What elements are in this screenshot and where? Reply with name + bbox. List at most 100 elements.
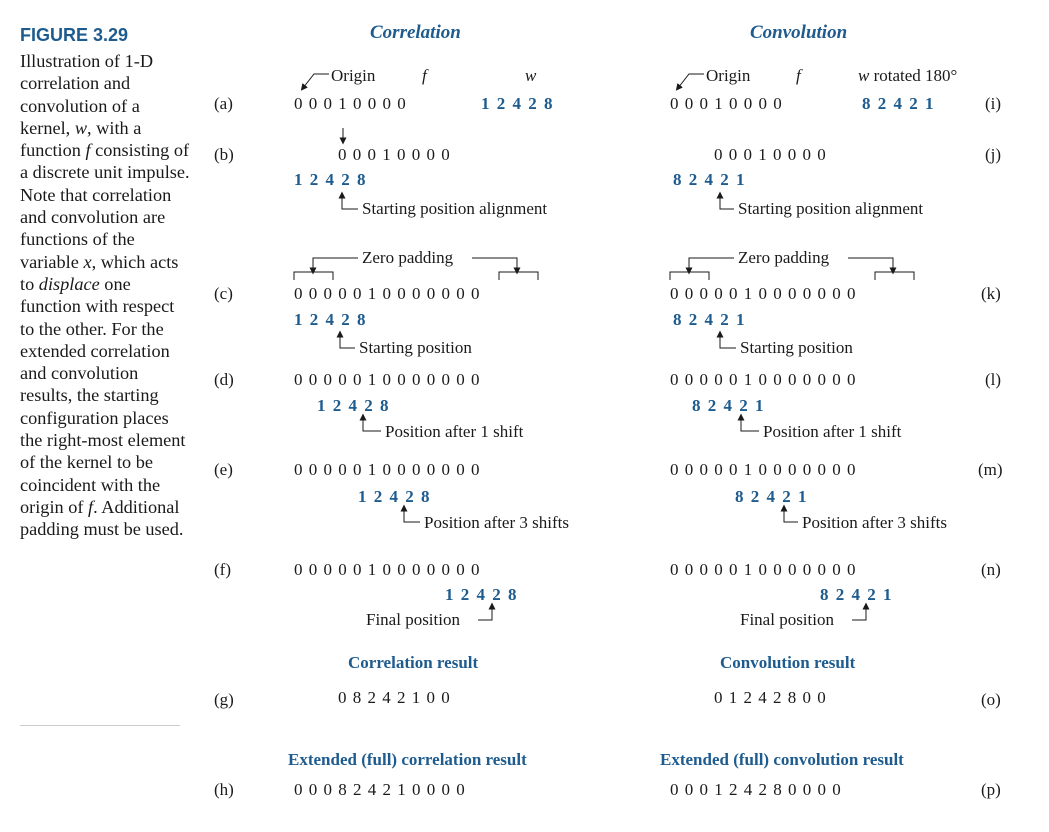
zero-padding-line-right-k <box>848 257 897 275</box>
correlation-result-title: Correlation result <box>348 653 479 672</box>
label-start-align-j: Starting position alignment <box>738 199 924 218</box>
row-label-l: (l) <box>985 370 1002 389</box>
full-correlation-title: Extended (full) correlation result <box>288 750 527 769</box>
header-correlation: Correlation <box>370 22 461 43</box>
after3-arrow-m <box>780 504 798 523</box>
label-final-f: Final position <box>366 610 460 629</box>
sequence-f-n: 0 0 0 0 0 1 0 0 0 0 0 0 0 <box>670 560 856 579</box>
row-label-p: (p) <box>981 780 1001 799</box>
kernel-rot-n: 8 2 4 2 1 <box>820 585 892 604</box>
sequence-f-e: 0 0 0 0 0 1 0 0 0 0 0 0 0 <box>294 460 480 479</box>
row-label-f: (f) <box>214 560 231 579</box>
kernel-w-c: 1 2 4 2 8 <box>294 310 366 329</box>
row-label-i: (i) <box>985 94 1002 113</box>
kernel-rot-k: 8 2 4 2 1 <box>673 310 745 329</box>
row-label-e: (e) <box>214 460 233 479</box>
label-after1-l: Position after 1 shift <box>763 422 902 441</box>
header-convolution: Convolution <box>750 22 848 43</box>
label-start-pos-c: Starting position <box>359 338 472 357</box>
kernel-rot-j: 8 2 4 2 1 <box>673 170 745 189</box>
convolution-result-title: Convolution result <box>720 653 856 672</box>
final-arrow-f <box>478 602 496 621</box>
kernel-w-a: 1 2 4 2 8 <box>481 94 553 113</box>
bracket-right-c <box>498 271 539 280</box>
origin-arrow-i <box>675 73 704 91</box>
label-w-rotated-i: w rotated 180° <box>858 66 957 86</box>
row-label-n: (n) <box>981 560 1001 579</box>
caption-text-4: , which acts to <box>20 251 179 294</box>
kernel-rot-m: 8 2 4 2 1 <box>735 487 807 506</box>
row-label-a: (a) <box>214 94 233 113</box>
kernel-w-f: 1 2 4 2 8 <box>445 585 517 604</box>
sequence-f-f: 0 0 0 0 0 1 0 0 0 0 0 0 0 <box>294 560 480 579</box>
row-label-b: (b) <box>214 145 234 164</box>
caption-f2: f <box>88 496 94 517</box>
label-w-rot-suffix: rotated 180° <box>869 66 958 85</box>
sequence-f-k: 0 0 0 0 0 1 0 0 0 0 0 0 0 <box>670 284 856 303</box>
label-final-n: Final position <box>740 610 834 629</box>
caption-x: x <box>83 251 92 272</box>
full-convolution-result: 0 0 0 1 2 4 2 8 0 0 0 0 <box>670 780 841 799</box>
label-after3-m: Position after 3 shifts <box>802 513 947 532</box>
kernel-w-e: 1 2 4 2 8 <box>358 487 430 506</box>
row-label-k: (k) <box>981 284 1001 303</box>
label-f-i: f <box>796 66 801 85</box>
label-origin-i: Origin <box>706 66 751 85</box>
label-w-rot: w <box>858 66 870 85</box>
sequence-f-i: 0 0 0 1 0 0 0 0 <box>670 94 782 113</box>
kernel-w-d: 1 2 4 2 8 <box>317 396 389 415</box>
after1-arrow-d <box>359 413 381 432</box>
after1-arrow-l <box>737 413 759 432</box>
kernel-rot-i: 8 2 4 2 1 <box>862 94 934 113</box>
kernel-w-b: 1 2 4 2 8 <box>294 170 366 189</box>
label-zero-padding-c: Zero padding <box>362 248 454 267</box>
start-align-arrow-j <box>716 191 734 210</box>
figure-caption: Illustration of 1-D correlation and conv… <box>20 50 190 541</box>
bracket-left-k <box>669 271 710 280</box>
sequence-f-j: 0 0 0 1 0 0 0 0 <box>714 145 826 164</box>
correlation-result: 0 8 2 4 2 1 0 0 <box>338 688 450 707</box>
label-zero-padding-k: Zero padding <box>738 248 830 267</box>
start-pos-arrow-k <box>716 330 736 349</box>
bracket-right-k <box>874 271 915 280</box>
full-convolution-title: Extended (full) convolution result <box>660 750 904 769</box>
sequence-f-c: 0 0 0 0 0 1 0 0 0 0 0 0 0 <box>294 284 480 303</box>
caption-text-6: . Additional padding must be used. <box>20 496 184 540</box>
label-start-align-b: Starting position alignment <box>362 199 548 218</box>
row-label-o: (o) <box>981 690 1001 709</box>
row-label-h: (h) <box>214 780 234 799</box>
row-label-j: (j) <box>985 145 1002 164</box>
start-pos-arrow-c <box>336 330 355 349</box>
row-label-m: (m) <box>978 460 1003 479</box>
sequence-f-a: 0 0 0 1 0 0 0 0 <box>294 94 406 113</box>
row-label-g: (g) <box>214 690 234 709</box>
caption-displace: displace <box>38 273 100 294</box>
figure-title: FIGURE 3.29 <box>20 25 129 45</box>
origin-arrow-a <box>300 73 329 91</box>
row-label-d: (d) <box>214 370 234 389</box>
zero-padding-line-left-c <box>309 257 358 275</box>
zero-padding-line-left-k <box>685 257 734 275</box>
label-f-a: f <box>422 66 427 85</box>
label-start-pos-k: Starting position <box>740 338 853 357</box>
kernel-rot-l: 8 2 4 2 1 <box>692 396 764 415</box>
label-after1-d: Position after 1 shift <box>385 422 524 441</box>
bracket-left-c <box>293 271 334 280</box>
caption-text-5: one function with respect to the other. … <box>20 273 186 517</box>
caption-w: w <box>74 117 88 138</box>
convolution-result: 0 1 2 4 2 8 0 0 <box>714 688 826 707</box>
caption-divider <box>20 725 180 726</box>
label-after3-e: Position after 3 shifts <box>424 513 569 532</box>
sequence-f-l: 0 0 0 0 0 1 0 0 0 0 0 0 0 <box>670 370 856 389</box>
start-align-arrow-b <box>338 191 358 210</box>
caption-text-3: consisting of a discrete unit impulse. N… <box>20 140 190 272</box>
label-origin-a: Origin <box>331 66 376 85</box>
sequence-f-b: 0 0 0 1 0 0 0 0 <box>338 145 450 164</box>
full-correlation-result: 0 0 0 8 2 4 2 1 0 0 0 0 <box>294 780 465 799</box>
label-w-a: w <box>525 66 537 85</box>
caption-text-2: , with a function <box>20 117 142 161</box>
sequence-f-m: 0 0 0 0 0 1 0 0 0 0 0 0 0 <box>670 460 856 479</box>
zero-padding-line-right-c <box>472 257 521 275</box>
final-arrow-n <box>852 602 870 621</box>
sequence-f-d: 0 0 0 0 0 1 0 0 0 0 0 0 0 <box>294 370 480 389</box>
